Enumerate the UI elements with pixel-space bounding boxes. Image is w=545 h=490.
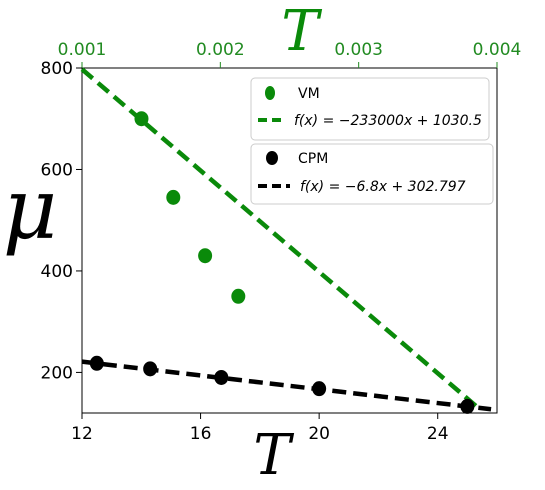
data-point-vm	[134, 111, 149, 127]
y-axis-label: μ	[3, 160, 58, 258]
x-bottom-tick-label: 16	[190, 424, 212, 444]
fit-line	[80, 67, 481, 411]
legend-vm-fit-label: f(x) = −233000x + 1030.5	[294, 113, 482, 129]
plot-frame	[81, 67, 498, 414]
x-top-tick-label: 0.001	[58, 40, 107, 60]
legend-vm: VM f(x) = −233000x + 1030.5	[250, 77, 490, 141]
y-tick-label: 200	[41, 363, 73, 383]
legend-vm-label: VM	[298, 86, 320, 102]
data-point-cpm	[143, 361, 158, 377]
data-point-cpm	[460, 398, 475, 414]
legend-cpm-marker	[266, 151, 278, 165]
data-point-cpm	[89, 355, 104, 371]
data-points	[89, 111, 475, 414]
x-bottom-tick-label: 20	[308, 424, 330, 444]
x-axis-label-top: T	[281, 0, 322, 64]
y-tick-label: 600	[41, 160, 73, 180]
legend-vm-marker	[265, 86, 275, 100]
x-top-tick-label: 0.004	[473, 40, 522, 60]
x-bottom-tick-label: 24	[427, 424, 449, 444]
legend-vm-box	[250, 77, 490, 141]
x-axis-top: 0.001 0.002 0.003 0.004	[58, 40, 522, 68]
legend-cpm-fit-label: f(x) = −6.8x + 302.797	[300, 179, 466, 195]
x-bottom-tick-label: 12	[71, 424, 93, 444]
data-point-cpm	[312, 381, 327, 397]
x-top-tick-label: 0.003	[334, 40, 383, 60]
data-point-cpm	[214, 369, 229, 385]
x-axis-label-bottom: T	[253, 423, 294, 488]
y-tick-label: 400	[41, 262, 73, 282]
legend-cpm-label: CPM	[298, 151, 328, 167]
legend-cpm: CPM f(x) = −6.8x + 302.797	[250, 143, 494, 205]
data-point-vm	[166, 189, 181, 205]
data-point-vm	[198, 248, 213, 264]
x-top-tick-label: 0.002	[196, 40, 245, 60]
legend-cpm-box	[250, 143, 494, 205]
x-axis-bottom: 12 16 20 24	[71, 413, 449, 444]
y-axis: 200 400 600 800	[41, 59, 82, 383]
data-point-vm	[231, 288, 246, 304]
y-tick-label: 800	[41, 59, 73, 79]
